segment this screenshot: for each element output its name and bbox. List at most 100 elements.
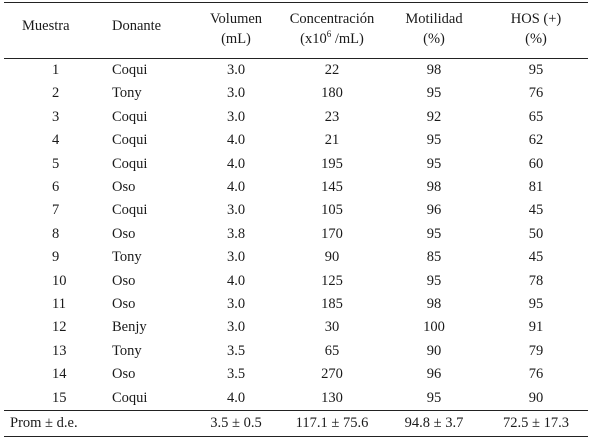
- cell-motilidad: 95: [426, 225, 442, 242]
- cell-donante: Coqui: [112, 108, 148, 125]
- cell-muestra: 1: [52, 62, 60, 78]
- cell-volumen: 3.0: [226, 62, 246, 78]
- cell-motilidad: 95: [426, 272, 442, 289]
- header-donante: Donante: [104, 3, 192, 59]
- header-volumen: Volumen (mL): [192, 3, 280, 59]
- cell-concentracion: 90: [324, 249, 340, 266]
- cell-volumen: 3.8: [226, 225, 246, 242]
- cell-muestra: 10: [52, 272, 67, 289]
- cell-concentracion: 270: [321, 366, 343, 383]
- cell-volumen: 3.0: [226, 319, 246, 336]
- cell-motilidad: 100: [423, 319, 445, 336]
- header-concentracion: Concentración (x106 /mL): [280, 3, 384, 59]
- cell-muestra: 4: [52, 132, 60, 149]
- cell-hos: 78: [528, 272, 544, 289]
- cell-motilidad: 95: [426, 85, 442, 102]
- table-row: 8 Oso 3.8 170 95 50: [4, 223, 588, 246]
- cell-donante: Tony: [112, 85, 142, 102]
- header-concentracion-line2: (x106 /mL): [300, 30, 364, 47]
- cell-muestra: 15: [52, 389, 67, 406]
- cell-volumen: 3.0: [226, 202, 246, 219]
- cell-motilidad: 96: [426, 202, 442, 219]
- cell-donante: Coqui: [112, 202, 148, 219]
- cell-motilidad: 96: [426, 366, 442, 383]
- cell-muestra: 12: [52, 319, 67, 336]
- cell-hos: 90: [528, 389, 544, 406]
- cell-volumen: 4.0: [226, 132, 246, 149]
- cell-donante: Tony: [112, 249, 142, 266]
- cell-hos: 95: [528, 62, 544, 78]
- cell-motilidad: 90: [426, 342, 442, 359]
- header-motilidad: Motilidad (%): [384, 3, 484, 59]
- cell-muestra: 3: [52, 108, 60, 125]
- cell-donante: Oso: [112, 296, 136, 313]
- cell-hos: 81: [528, 179, 544, 196]
- cell-hos: 76: [528, 366, 544, 383]
- header-muestra-label: Muestra: [22, 18, 70, 34]
- summary-concentracion: 117.1 ± 75.6: [280, 410, 384, 437]
- cell-concentracion: 105: [321, 202, 343, 219]
- header-motilidad-line2: (%): [423, 31, 445, 47]
- summary-hos: 72.5 ± 17.3: [484, 410, 588, 437]
- cell-muestra: 13: [52, 342, 67, 359]
- cell-hos: 62: [528, 132, 544, 149]
- cell-volumen: 4.0: [226, 155, 246, 172]
- table-row: 2 Tony 3.0 180 95 76: [4, 82, 588, 105]
- semen-data-table: Muestra Donante Volumen (mL) Concentraci…: [4, 2, 588, 437]
- cell-concentracion: 185: [321, 296, 343, 313]
- cell-hos: 45: [528, 202, 544, 219]
- cell-concentracion: 145: [321, 179, 343, 196]
- table-row: 4 Coqui 4.0 21 95 62: [4, 129, 588, 152]
- cell-muestra: 6: [52, 179, 60, 196]
- cell-motilidad: 95: [426, 132, 442, 149]
- cell-motilidad: 98: [426, 62, 442, 78]
- table-row: 10 Oso 4.0 125 95 78: [4, 270, 588, 293]
- cell-muestra: 5: [52, 155, 60, 172]
- table-row: 15 Coqui 4.0 130 95 90: [4, 387, 588, 411]
- table-row: 3 Coqui 3.0 23 92 65: [4, 106, 588, 129]
- header-donante-label: Donante: [112, 18, 162, 34]
- cell-donante: Oso: [112, 179, 136, 196]
- header-concentracion-unit-post: /mL): [331, 31, 364, 47]
- table-row: 11 Oso 3.0 185 98 95: [4, 293, 588, 316]
- table-row: 7 Coqui 3.0 105 96 45: [4, 199, 588, 222]
- cell-concentracion: 130: [321, 389, 343, 406]
- cell-motilidad: 92: [426, 108, 442, 125]
- cell-concentracion: 22: [324, 62, 340, 78]
- cell-muestra: 7: [52, 202, 60, 219]
- cell-donante: Benjy: [112, 319, 147, 336]
- summary-row: Prom ± d.e. 3.5 ± 0.5 117.1 ± 75.6 94.8 …: [4, 410, 588, 437]
- cell-volumen: 3.5: [226, 342, 246, 359]
- cell-motilidad: 98: [426, 179, 442, 196]
- cell-motilidad: 85: [426, 249, 442, 266]
- header-row: Muestra Donante Volumen (mL) Concentraci…: [4, 3, 588, 59]
- cell-volumen: 3.0: [226, 249, 246, 266]
- cell-volumen: 4.0: [226, 272, 246, 289]
- cell-concentracion: 180: [321, 85, 343, 102]
- cell-donante: Coqui: [112, 155, 148, 172]
- header-motilidad-line1: Motilidad: [405, 11, 463, 27]
- cell-concentracion: 195: [321, 155, 343, 172]
- cell-hos: 95: [528, 296, 544, 313]
- cell-hos: 45: [528, 249, 544, 266]
- cell-donante: Oso: [112, 225, 136, 242]
- cell-hos: 79: [528, 342, 544, 359]
- header-hos-line1: HOS (+): [510, 11, 562, 27]
- table-row: 1 Coqui 3.0 22 98 95: [4, 59, 588, 83]
- cell-muestra: 2: [52, 85, 60, 102]
- cell-donante: Oso: [112, 272, 136, 289]
- cell-muestra: 9: [52, 249, 60, 266]
- cell-donante: Oso: [112, 366, 136, 383]
- table-row: 5 Coqui 4.0 195 95 60: [4, 153, 588, 176]
- header-concentracion-unit-pre: (x10: [300, 31, 327, 47]
- table-row: 12 Benjy 3.0 30 100 91: [4, 316, 588, 339]
- cell-volumen: 4.0: [226, 179, 246, 196]
- cell-volumen: 4.0: [226, 389, 246, 406]
- cell-hos: 65: [528, 108, 544, 125]
- cell-muestra: 14: [52, 366, 67, 383]
- cell-volumen: 3.5: [226, 366, 246, 383]
- header-muestra: Muestra: [4, 3, 104, 59]
- header-volumen-line1: Volumen: [209, 11, 263, 27]
- cell-donante: Coqui: [112, 132, 148, 149]
- cell-concentracion: 23: [324, 108, 340, 125]
